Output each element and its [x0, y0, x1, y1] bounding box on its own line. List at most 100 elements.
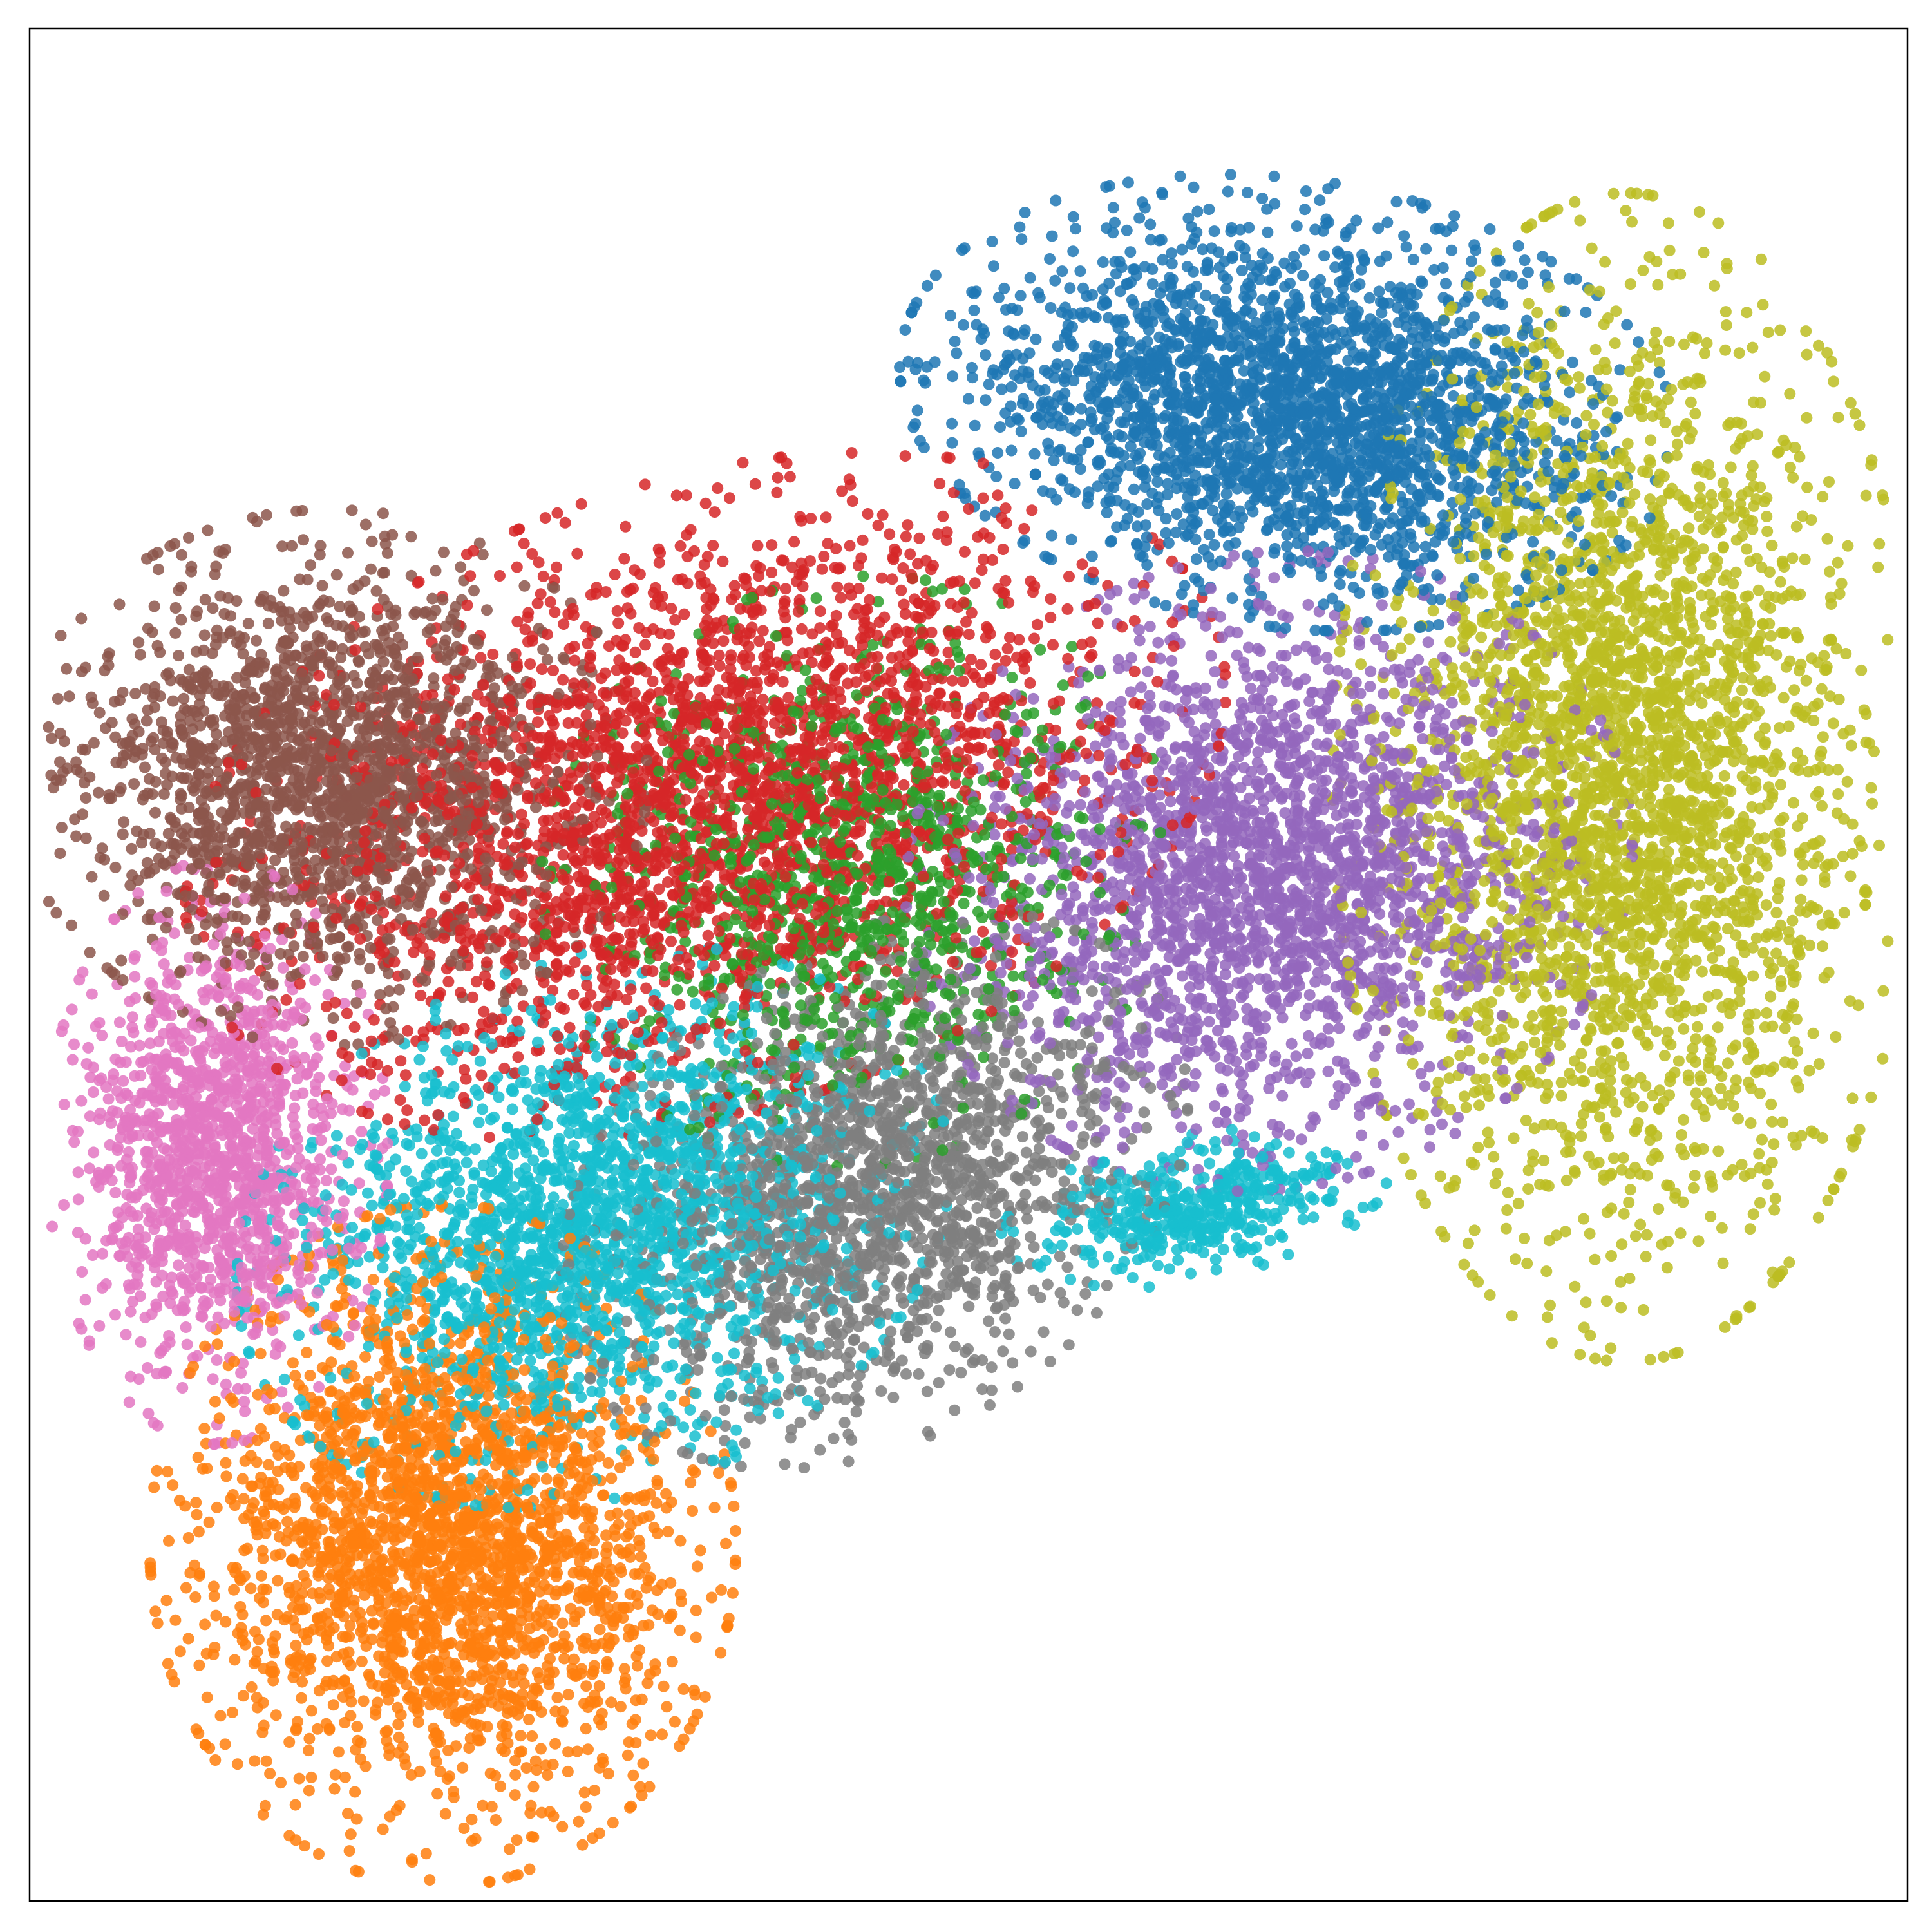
data-point [851, 1380, 863, 1392]
data-point [699, 559, 710, 571]
data-point [512, 828, 524, 840]
data-point [193, 1660, 205, 1671]
data-point [1152, 637, 1164, 649]
data-point [467, 992, 478, 1003]
data-point [369, 1089, 381, 1101]
data-point [772, 472, 784, 484]
data-point [165, 812, 176, 824]
data-point [876, 573, 888, 584]
data-point [528, 1781, 540, 1792]
data-point [1833, 412, 1844, 423]
data-point [656, 1728, 668, 1740]
data-point [1072, 1223, 1083, 1235]
data-point [115, 955, 127, 967]
data-point [957, 676, 969, 687]
data-point [630, 647, 641, 658]
data-point [351, 1721, 363, 1732]
data-point [719, 1404, 730, 1416]
data-point [1521, 1258, 1533, 1269]
data-point [1517, 278, 1528, 290]
data-point [416, 1148, 428, 1159]
data-point [1290, 1050, 1302, 1062]
data-point [1466, 256, 1477, 267]
data-point [1144, 218, 1156, 230]
data-point [1166, 655, 1177, 667]
data-point [558, 849, 569, 861]
data-point [1788, 684, 1800, 696]
data-point [699, 1691, 711, 1703]
data-point [1448, 210, 1460, 222]
data-point [1342, 1172, 1354, 1184]
data-point [384, 1811, 396, 1823]
data-point [712, 1352, 723, 1364]
data-point [1784, 388, 1795, 400]
data-point [148, 1482, 160, 1493]
data-point [317, 951, 329, 962]
data-point [1242, 187, 1253, 198]
data-point [294, 1773, 305, 1785]
data-point [406, 1176, 417, 1188]
data-point [1002, 643, 1014, 654]
data-point [1492, 1168, 1504, 1179]
data-point [1761, 1007, 1772, 1019]
data-point [1391, 196, 1403, 207]
data-point [437, 594, 448, 605]
data-point [275, 1777, 287, 1788]
data-point [1488, 1151, 1499, 1163]
data-point [1283, 1147, 1295, 1159]
data-point [431, 1788, 443, 1799]
data-point [639, 478, 651, 490]
data-point [127, 1011, 138, 1023]
data-point [622, 1750, 634, 1761]
data-point [1573, 371, 1584, 383]
data-point [1423, 636, 1434, 648]
data-point [1135, 681, 1147, 693]
data-point [298, 951, 309, 962]
data-point [1766, 1021, 1778, 1032]
data-point [1296, 555, 1307, 567]
data-point [1501, 1204, 1513, 1216]
data-point [1477, 468, 1488, 480]
data-point [989, 829, 1001, 840]
data-point [580, 1680, 592, 1692]
data-point [1028, 693, 1039, 705]
data-point [178, 693, 189, 705]
data-point [1607, 395, 1618, 407]
data-point [1063, 1339, 1075, 1350]
data-point [1378, 667, 1390, 679]
data-point [557, 674, 569, 686]
data-point [73, 1193, 84, 1205]
data-point [1546, 1337, 1558, 1349]
data-point [1766, 540, 1778, 551]
data-point [1599, 1045, 1611, 1057]
data-point [184, 802, 195, 813]
data-point [1323, 1023, 1334, 1035]
data-point [949, 336, 961, 347]
data-point [405, 531, 417, 542]
data-point [115, 782, 127, 794]
data-point [1716, 1222, 1728, 1234]
data-point [1121, 1102, 1133, 1113]
data-point [1378, 1139, 1389, 1151]
data-point [135, 649, 146, 661]
data-point [276, 1386, 287, 1397]
data-point [1806, 1126, 1817, 1137]
data-point [922, 280, 933, 292]
data-point [1401, 241, 1412, 252]
data-point [1025, 272, 1036, 284]
data-point [620, 521, 631, 533]
data-point [689, 1430, 701, 1442]
data-point [560, 517, 571, 529]
data-point [249, 1756, 260, 1767]
data-point [1059, 1175, 1070, 1187]
data-point [1086, 551, 1098, 562]
data-point [577, 1839, 589, 1851]
data-point [93, 1320, 105, 1332]
data-point [998, 544, 1009, 555]
data-point [1552, 204, 1564, 215]
data-point [958, 898, 970, 909]
data-point [1264, 1235, 1276, 1246]
data-point [59, 1099, 70, 1110]
